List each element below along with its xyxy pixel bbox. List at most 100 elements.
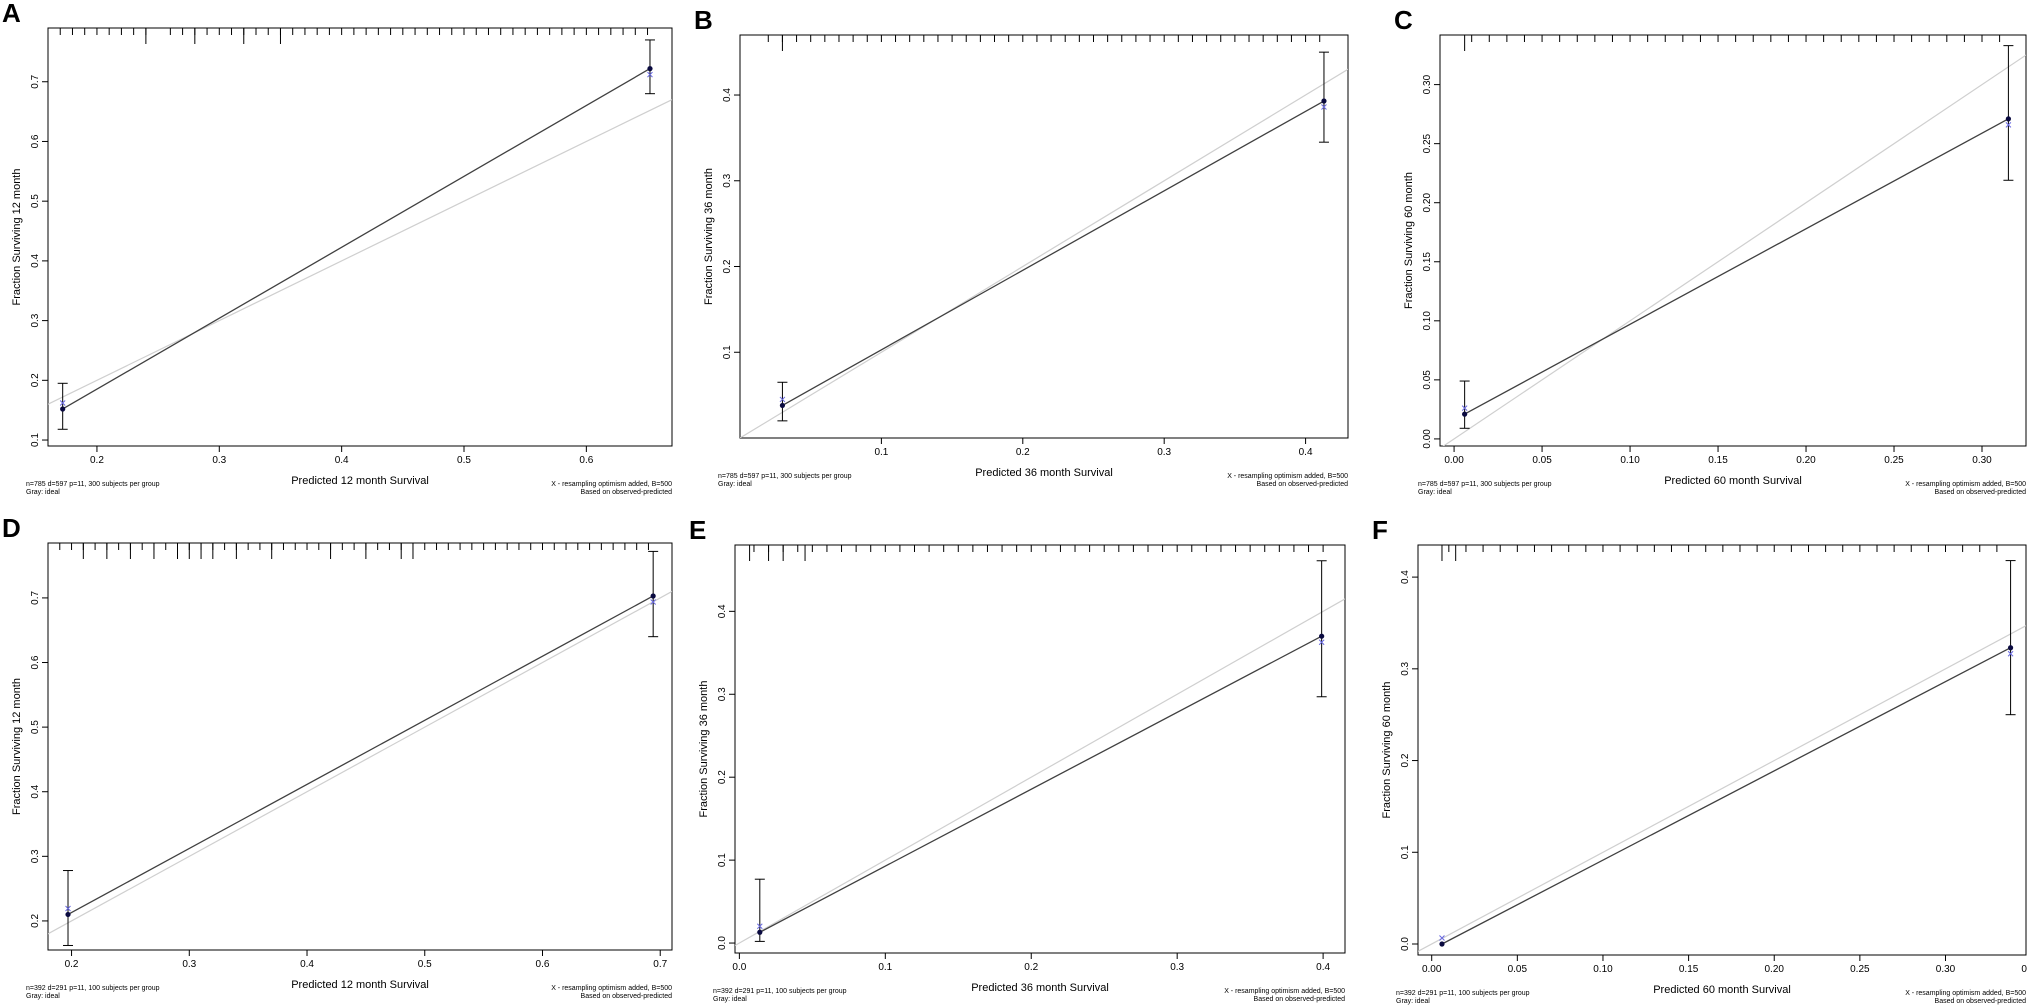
footnote-left: n=785 d=597 p=11, 300 subjects per group [1418,481,1552,488]
y-tick-label: 0.2 [30,373,41,387]
y-tick-label: 0.2 [1400,753,1411,767]
footnote-right: Based on observed-predicted [1254,996,1346,1003]
optimism-marker [647,71,653,78]
y-tick-label: 0.4 [30,784,41,798]
panel-label: A [2,0,21,28]
footnote-left: n=785 d=597 p=11, 300 subjects per group [718,473,852,480]
y-tick-label: 0.15 [1422,252,1433,272]
x-tick-label: 0.25 [1884,455,1904,466]
plot-frame [734,544,1346,954]
panel-label: D [2,513,21,543]
y-tick-label: 0.10 [1422,311,1433,331]
x-tick-label: 0.1 [878,962,892,973]
calibration-line [1464,118,2009,415]
footnote-left: n=392 d=291 p=11, 100 subjects per group [713,988,847,995]
footnote-left: Gray: ideal [1396,998,1430,1005]
panel-a: A 0.2 0.3 0.4 0.5 0.6 0.1 0.2 0.3 0.4 0.5 0.6 0.7 Pre… [2,0,673,496]
panel-c: C 0.00 0.05 0.10 0.15 0.20 0.25 0.30 0.00 0.05 0.1… [1394,5,2027,496]
x-tick-label: 0.4 [335,455,349,466]
x-tick-label: 0.30 [1936,964,1956,975]
x-axis-title: Predicted 60 month Survival [1664,475,1802,487]
footnote-left: n=392 d=291 p=11, 100 subjects per group [1396,990,1530,997]
footnote-right: Based on observed-predicted [1935,489,2027,496]
calibration-point [650,593,656,599]
y-tick-label: 0.3 [1400,661,1411,675]
x-tick-label: 0.6 [579,455,593,466]
y-tick-label: 0.1 [1400,845,1411,859]
calibration-point [1462,411,1468,417]
ideal-line [1418,625,2026,952]
ideal-line [48,99,672,405]
optimism-marker [59,400,66,406]
x-tick-label: 0.0 [732,962,746,973]
optimism-marker [1439,935,1445,941]
panel-label: E [689,515,706,545]
panel-label: B [694,5,713,35]
x-tick-label: 0.3 [1170,962,1184,973]
optimism-marker [1461,405,1468,411]
calibration-point [1439,941,1445,947]
y-axis-title: Fraction Surviving 12 month [11,678,23,815]
plot-area [1442,35,2026,446]
x-tick-label: 0.10 [1620,455,1640,466]
y-tick-label: 0.30 [1422,74,1433,94]
y-axis-title: Fraction Surviving 36 month [703,168,715,305]
ideal-line [740,68,1348,438]
footnote-left: Gray: ideal [1418,489,1452,496]
panel-d: D 0.2 0.3 0.4 0.5 0.6 0.7 0.2 0.3 0.4 0.5 0.6 0.7 Pre… [2,513,673,1000]
calibration-line [782,100,1325,406]
optimism-marker [756,923,763,930]
footnote-right: X - resampling optimism added, B=500 [1905,990,2026,997]
y-tick-label: 0.00 [1422,429,1433,449]
y-tick-label: 0.5 [30,194,41,208]
x-tick-label: 0.00 [1422,964,1442,975]
footnote-left: n=785 d=597 p=11, 300 subjects per group [26,481,160,488]
panel-f: F 0.00 0.05 0.10 0.15 0.20 0.25 0.30 0.35 0.0 0.1 0… [1372,515,2027,1005]
y-tick-label: 0.4 [1400,570,1411,584]
y-tick-label: 0.6 [30,134,41,148]
y-tick-label: 0.7 [30,591,41,605]
calibration-line [1441,647,2011,945]
optimism-marker [650,599,657,605]
calibration-point [2007,645,2014,651]
footnote-left: Gray: ideal [718,481,752,488]
footnote-right: Based on observed-predicted [581,993,673,1000]
plot-frame [47,27,673,447]
y-tick-label: 0.4 [722,88,733,102]
x-tick-label: 0.05 [1508,964,1528,975]
calibration-point [647,66,653,72]
plot-area [48,28,672,430]
y-tick-label: 0.4 [30,253,41,267]
y-tick-label: 0.0 [1400,937,1411,951]
x-tick-label: 0.7 [653,959,667,970]
calibration-line [62,68,651,410]
x-tick-label: 0.4 [300,959,314,970]
x-tick-label: 0.4 [1299,447,1313,458]
x-tick-label: 0.5 [418,959,432,970]
y-tick-label: 0.6 [30,655,41,669]
calibration-point [65,911,71,918]
footnote-right: X - resampling optimism added, B=500 [1224,988,1345,995]
calibration-line [67,595,654,916]
x-tick-label: 0.2 [90,455,104,466]
y-tick-label: 0.4 [717,604,728,618]
x-tick-label: 0.15 [1708,455,1728,466]
ideal-line [1442,54,2026,446]
calibration-point [60,406,66,412]
footnote-left: n=392 d=291 p=11, 100 subjects per group [26,985,160,992]
y-tick-label: 0.20 [1422,193,1433,213]
y-tick-label: 0.1 [30,433,41,447]
x-tick-label: 0.10 [1593,964,1613,975]
calibration-point [779,402,786,409]
footnote-right: X - resampling optimism added, B=500 [551,481,672,488]
x-axis-title: Predicted 12 month Survival [291,979,429,991]
y-tick-label: 0.3 [722,173,733,187]
y-tick-label: 0.3 [30,313,41,327]
footnote-right: X - resampling optimism added, B=500 [1227,473,1348,480]
x-tick-label: 0.3 [1157,447,1171,458]
y-tick-label: 0.1 [717,853,728,867]
panel-b: B 0.1 0.2 0.3 0.4 0.1 0.2 0.3 0.4 Predicted 36 mo… [694,5,1349,488]
x-tick-label: 0.35 [2021,964,2027,975]
x-tick-label: 0.1 [874,447,888,458]
